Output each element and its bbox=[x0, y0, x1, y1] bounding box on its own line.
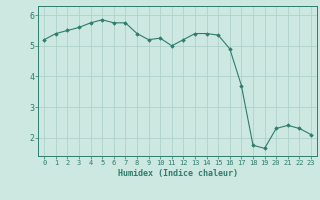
X-axis label: Humidex (Indice chaleur): Humidex (Indice chaleur) bbox=[118, 169, 238, 178]
